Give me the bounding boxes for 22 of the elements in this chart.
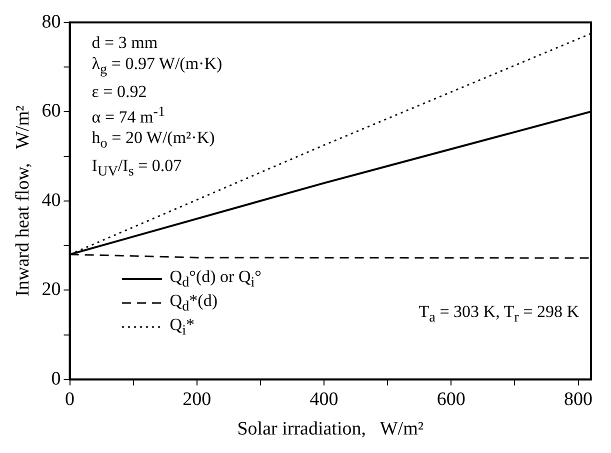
x-tick-label: 800	[564, 388, 593, 410]
x-tick-label: 400	[310, 388, 338, 410]
annotation: d = 3 mm	[92, 32, 159, 54]
annotation: h$_{o}$ = 20 W/(m²·K)	[92, 127, 216, 154]
y-tick-label: 40	[42, 190, 61, 211]
y-axis-title: Inward heat flow, W/m²	[12, 105, 34, 296]
legend-label: Q$_{d}$°(d) or Q$_{i}$°	[170, 266, 262, 290]
y-tick-label: 0	[51, 368, 61, 390]
x-tick-label: 0	[65, 388, 75, 410]
y-tick-label: 60	[42, 100, 61, 122]
annotation: I$_{UV}$/I$_{s}$ = 0.07	[92, 154, 183, 182]
annotation: ε = 0.92	[92, 80, 148, 102]
y-tick-label: 80	[42, 11, 61, 32]
x-tick-label: 200	[182, 388, 212, 410]
annotation: T$_{a}$ = 303 K, T$_{r}$ = 298 K	[418, 301, 579, 328]
y-tick-label: 20	[42, 279, 61, 300]
annotation: α = 74 m$^{-1}$	[92, 102, 166, 128]
x-axis-title: Solar irradiation, W/m²	[237, 418, 424, 440]
legend-label: Q$_{i}$*	[170, 314, 195, 340]
annotation: λ$_{g}$ = 0.97 W/(m·K)	[92, 53, 222, 80]
legend-label: Q$_{d}$*(d)	[170, 290, 218, 314]
x-tick-label: 600	[436, 388, 466, 410]
